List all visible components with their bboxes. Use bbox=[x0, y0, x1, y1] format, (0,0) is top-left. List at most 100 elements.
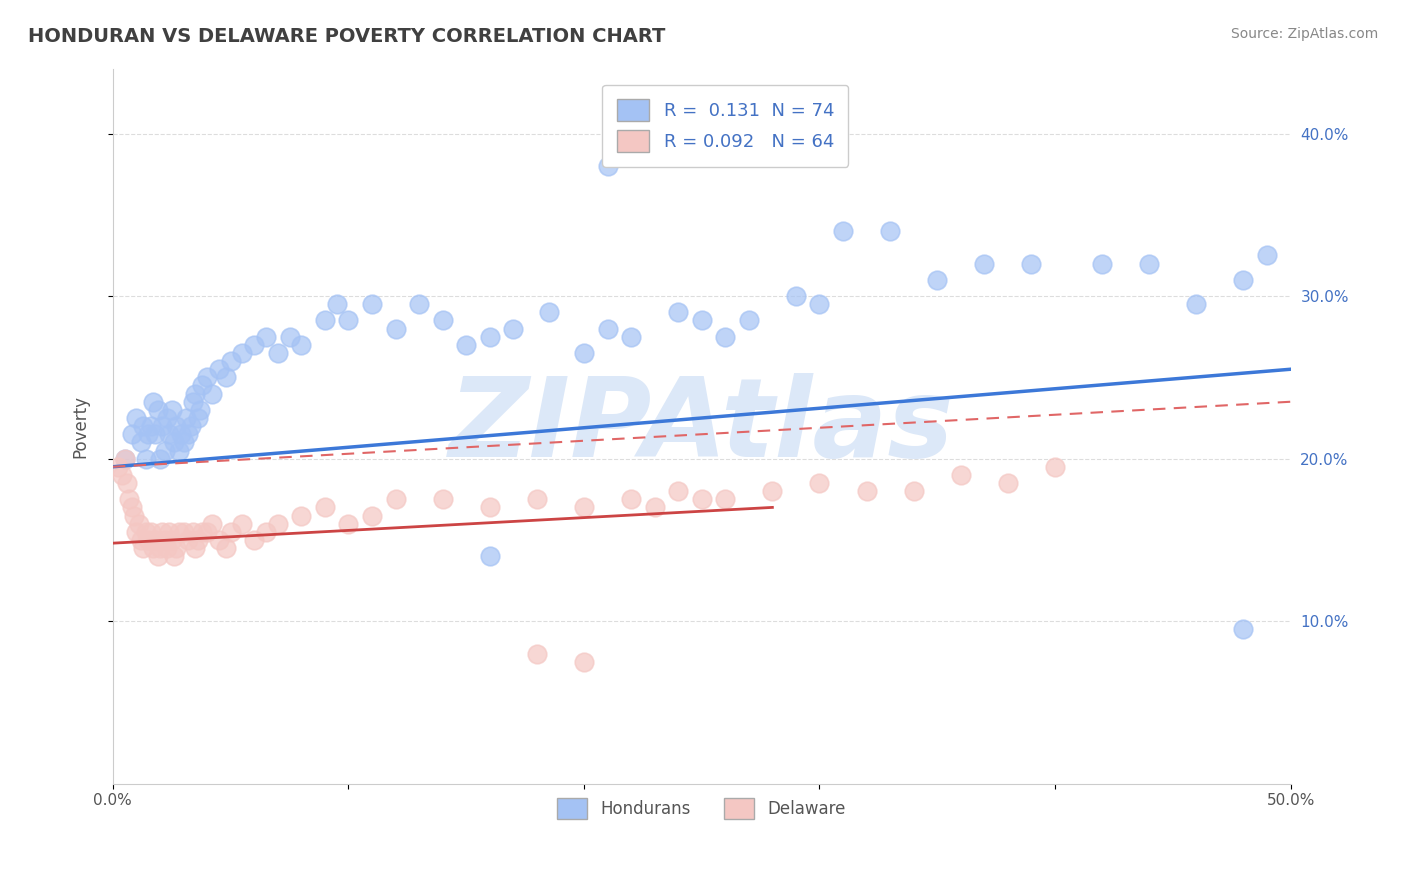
Point bbox=[537, 305, 560, 319]
Point bbox=[167, 524, 190, 539]
Point bbox=[949, 467, 972, 482]
Point bbox=[215, 541, 238, 555]
Point bbox=[879, 224, 901, 238]
Point bbox=[714, 492, 737, 507]
Point bbox=[149, 541, 172, 555]
Point bbox=[195, 524, 218, 539]
Point bbox=[290, 338, 312, 352]
Point bbox=[361, 297, 384, 311]
Point bbox=[808, 476, 831, 491]
Point bbox=[174, 411, 197, 425]
Point bbox=[143, 427, 166, 442]
Point bbox=[254, 329, 277, 343]
Point bbox=[973, 256, 995, 270]
Point bbox=[156, 411, 179, 425]
Text: ZIPAtlas: ZIPAtlas bbox=[449, 373, 955, 480]
Point bbox=[855, 484, 877, 499]
Point bbox=[139, 524, 162, 539]
Point bbox=[201, 516, 224, 531]
Point bbox=[666, 305, 689, 319]
Point bbox=[115, 476, 138, 491]
Point bbox=[122, 508, 145, 523]
Point bbox=[163, 549, 186, 564]
Point bbox=[243, 533, 266, 547]
Point bbox=[526, 492, 548, 507]
Point bbox=[201, 386, 224, 401]
Point bbox=[243, 338, 266, 352]
Point bbox=[177, 427, 200, 442]
Point bbox=[146, 549, 169, 564]
Point bbox=[361, 508, 384, 523]
Point bbox=[314, 313, 336, 327]
Point bbox=[187, 533, 209, 547]
Point bbox=[254, 524, 277, 539]
Point bbox=[149, 451, 172, 466]
Text: Source: ZipAtlas.com: Source: ZipAtlas.com bbox=[1230, 27, 1378, 41]
Point bbox=[153, 533, 176, 547]
Point bbox=[129, 533, 152, 547]
Point bbox=[165, 541, 187, 555]
Point bbox=[267, 346, 290, 360]
Point bbox=[1137, 256, 1160, 270]
Point bbox=[114, 451, 136, 466]
Point bbox=[231, 346, 253, 360]
Point bbox=[150, 419, 173, 434]
Y-axis label: Poverty: Poverty bbox=[72, 394, 89, 458]
Legend: Hondurans, Delaware: Hondurans, Delaware bbox=[551, 792, 853, 825]
Point bbox=[181, 524, 204, 539]
Text: HONDURAN VS DELAWARE POVERTY CORRELATION CHART: HONDURAN VS DELAWARE POVERTY CORRELATION… bbox=[28, 27, 665, 45]
Point bbox=[267, 516, 290, 531]
Point bbox=[596, 321, 619, 335]
Point bbox=[1256, 248, 1278, 262]
Point bbox=[107, 459, 129, 474]
Point bbox=[620, 492, 643, 507]
Point bbox=[118, 492, 141, 507]
Point bbox=[620, 329, 643, 343]
Point bbox=[160, 402, 183, 417]
Point bbox=[125, 524, 148, 539]
Point bbox=[927, 273, 949, 287]
Point bbox=[337, 313, 360, 327]
Point bbox=[173, 524, 195, 539]
Point bbox=[432, 313, 454, 327]
Point bbox=[502, 321, 524, 335]
Point bbox=[114, 451, 136, 466]
Point bbox=[121, 427, 143, 442]
Point bbox=[132, 541, 155, 555]
Point bbox=[187, 411, 209, 425]
Point bbox=[208, 362, 231, 376]
Point bbox=[384, 492, 406, 507]
Point bbox=[690, 313, 713, 327]
Point bbox=[177, 533, 200, 547]
Point bbox=[160, 533, 183, 547]
Point bbox=[181, 394, 204, 409]
Point bbox=[184, 541, 207, 555]
Point bbox=[191, 378, 214, 392]
Point bbox=[526, 647, 548, 661]
Point bbox=[478, 549, 501, 564]
Point bbox=[1043, 459, 1066, 474]
Point bbox=[1232, 623, 1254, 637]
Point bbox=[139, 419, 162, 434]
Point bbox=[1232, 273, 1254, 287]
Point bbox=[644, 500, 666, 515]
Point bbox=[903, 484, 925, 499]
Point bbox=[572, 655, 595, 669]
Point bbox=[142, 541, 165, 555]
Point bbox=[666, 484, 689, 499]
Point bbox=[135, 451, 157, 466]
Point bbox=[690, 492, 713, 507]
Point bbox=[290, 508, 312, 523]
Point bbox=[191, 524, 214, 539]
Point bbox=[572, 346, 595, 360]
Point bbox=[150, 524, 173, 539]
Point bbox=[167, 443, 190, 458]
Point bbox=[163, 435, 186, 450]
Point bbox=[157, 524, 180, 539]
Point bbox=[215, 370, 238, 384]
Point bbox=[714, 329, 737, 343]
Point bbox=[596, 159, 619, 173]
Point bbox=[136, 533, 159, 547]
Point bbox=[997, 476, 1019, 491]
Point bbox=[478, 329, 501, 343]
